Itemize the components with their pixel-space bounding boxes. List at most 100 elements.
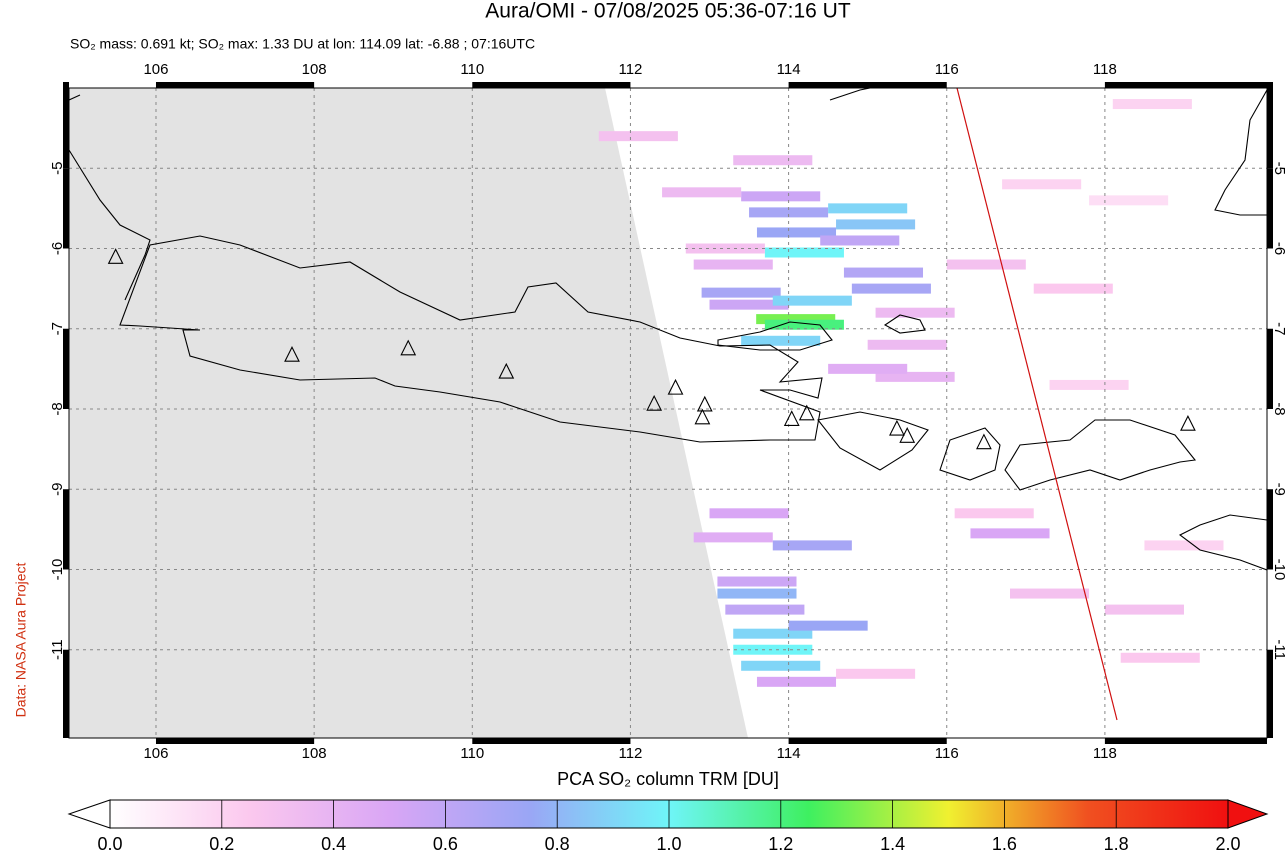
frame-tick-bar: [472, 82, 631, 88]
x-tick-label: 112: [618, 745, 642, 762]
coastline: [119, 235, 823, 443]
so2-cell: [709, 508, 789, 519]
y-tick-label: -8: [49, 402, 66, 415]
so2-cell: [1144, 540, 1224, 551]
volcanoes: [107, 248, 1196, 450]
x-tick-label: 116: [935, 745, 959, 762]
so2-cell: [836, 668, 916, 679]
x-tick-label: 106: [143, 61, 168, 78]
colorbar-tick-label: 1.4: [880, 834, 905, 854]
so2-cell: [756, 314, 836, 325]
so2-cell: [733, 628, 813, 639]
so2-cell: [1089, 195, 1169, 206]
coastline: [817, 411, 929, 471]
so2-cell: [598, 131, 678, 142]
frame-tick-bar: [63, 649, 69, 738]
so2-cell: [749, 207, 829, 218]
colorbar: 0.0 0.2 0.4 0.6 0.8 1.0 1.2 1.4 1.6 1.8 2.0: [67, 799, 1269, 854]
so2-cell: [725, 604, 805, 615]
so2-cell: [1104, 604, 1184, 615]
coastline: [883, 314, 926, 334]
grid: [69, 88, 1267, 738]
so2-cell: [701, 287, 781, 298]
so2-cell: [693, 259, 773, 270]
frame-tick-bar: [155, 82, 315, 88]
so2-cell: [867, 339, 947, 350]
so2-cell: [741, 335, 821, 346]
volcano-marker: [667, 378, 684, 395]
colorbar-tick-label: 0.2: [209, 834, 234, 854]
colorbar-label: PCA SO₂ column TRM [DU]: [557, 769, 779, 789]
so2-cell: [756, 676, 837, 687]
frame-tick-bar: [63, 489, 69, 570]
so2-cell: [764, 247, 844, 258]
so2-cell: [709, 299, 789, 310]
y-tick-label: -7: [49, 322, 66, 335]
volcano-marker: [696, 395, 713, 412]
y-tick-label: -9: [49, 483, 66, 496]
x-tick-label: 110: [460, 61, 484, 78]
x-tick-label: 118: [1093, 61, 1117, 78]
frame-ticks: [63, 82, 1273, 744]
axes: 106 106 108 108 110 110 112 112 114 114 116 116 118 1…: [49, 61, 1288, 762]
y-tick-label: -8: [1271, 402, 1288, 415]
so2-cell: [1002, 179, 1082, 190]
volcano-marker: [1180, 415, 1196, 431]
frame-tick-bar: [788, 738, 947, 744]
volcano-marker: [899, 427, 916, 443]
so2-cell: [851, 283, 931, 294]
coastlines: [69, 88, 1267, 571]
map-area: [69, 88, 1267, 738]
colorbar-tick-label: 1.6: [992, 834, 1017, 854]
y-tick-label: -9: [1271, 483, 1288, 496]
x-tick-label: 110: [460, 745, 484, 762]
frame-tick-bar: [1267, 82, 1273, 169]
coastline: [717, 321, 833, 351]
frame-tick-bar: [63, 168, 69, 249]
so2-cell: [693, 532, 773, 543]
so2-cell: [828, 203, 908, 214]
y-tick-label: -11: [1271, 639, 1288, 660]
frame-tick-bar: [1104, 82, 1267, 88]
y-tick-label: -6: [49, 242, 66, 255]
volcano-marker: [694, 408, 711, 425]
coastline: [939, 427, 1001, 481]
y-tick-label: -10: [49, 559, 66, 581]
subtitle: SO₂ mass: 0.691 kt; SO₂ max: 1.33 DU at …: [70, 36, 535, 52]
frame-tick-bar: [1267, 168, 1273, 249]
coastline: [829, 88, 1267, 216]
frame-tick-bar: [1104, 738, 1267, 744]
y-tick-label: -5: [49, 162, 66, 175]
so2-cell: [820, 235, 900, 246]
x-tick-label: 114: [777, 745, 801, 762]
coastline: [1004, 419, 1197, 491]
x-tick-label: 106: [143, 745, 168, 762]
volcano-marker: [498, 362, 515, 379]
so2-cell: [772, 540, 852, 551]
so2-cell: [843, 267, 924, 278]
so2-cell: [788, 620, 868, 631]
so2-cell: [717, 576, 797, 587]
coastline: [1178, 514, 1267, 571]
y-tick-label: -6: [1271, 242, 1288, 255]
volcano-marker: [107, 248, 124, 264]
colorbar-tick-label: 0.8: [545, 834, 570, 854]
y-tick-label: -7: [1271, 322, 1288, 335]
volcano-marker: [646, 394, 663, 411]
so2-cell: [685, 243, 765, 254]
frame-tick-bar: [1267, 649, 1273, 738]
so2-cell: [1049, 379, 1129, 390]
volcano-marker: [976, 433, 992, 450]
volcano-marker: [400, 339, 417, 356]
volcano-marker: [798, 404, 815, 421]
so2-cell: [875, 307, 955, 318]
y-tick-label: -11: [49, 639, 66, 660]
so2-cell: [756, 227, 837, 238]
credit: Data: NASA Aura Project: [13, 562, 29, 717]
so2-cell: [875, 371, 955, 382]
so2-cell: [772, 295, 852, 306]
so2-cell: [717, 588, 797, 599]
frame-tick-bar: [472, 738, 631, 744]
colorbar-tick-label: 0.4: [321, 834, 346, 854]
